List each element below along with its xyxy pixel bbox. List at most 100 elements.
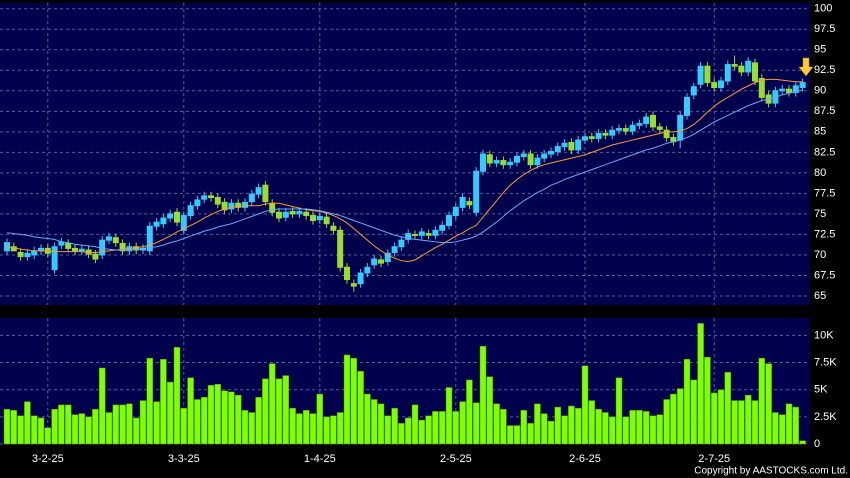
volume-bar: [207, 385, 215, 445]
y-tick-label: 65: [814, 290, 826, 302]
volume-bar: [472, 402, 480, 445]
candle-body: [697, 65, 704, 85]
candle-body: [514, 155, 520, 163]
candle-body: [779, 88, 786, 92]
candle-body: [112, 237, 119, 244]
volume-bar: [479, 345, 487, 445]
volume-bar: [296, 413, 303, 445]
candle-body: [208, 195, 214, 198]
x-tick-label: 2-6-25: [569, 453, 601, 465]
candle-body: [24, 252, 31, 258]
candle-body: [724, 64, 731, 82]
volume-bar: [255, 397, 262, 445]
candle-body: [507, 161, 514, 166]
volume-bar: [221, 390, 228, 445]
y-tick-label: 85: [814, 126, 826, 138]
candle-body: [643, 116, 650, 125]
candle-body: [520, 153, 527, 157]
candle-body: [446, 215, 452, 226]
volume-bar: [459, 401, 466, 445]
volume-bar: [146, 357, 154, 445]
volume-bar: [568, 405, 575, 445]
volume-bar: [799, 440, 806, 445]
candle-body: [221, 201, 228, 211]
price-panel: [0, 3, 810, 305]
candle-body: [350, 283, 357, 287]
candle-body: [296, 210, 303, 215]
candle-body: [153, 221, 160, 227]
x-tick-label: 1-4-25: [304, 453, 336, 465]
volume-bar: [17, 415, 24, 445]
volume-bar: [241, 410, 249, 445]
candle-body: [718, 80, 724, 89]
candle-body: [588, 136, 595, 139]
volume-bar: [309, 413, 317, 445]
y-tick-label: 5K: [814, 384, 828, 396]
candle-body: [119, 242, 126, 252]
candle-body: [276, 211, 282, 219]
volume-bar: [98, 367, 106, 445]
volume-bar: [119, 404, 126, 445]
volume-bar: [357, 370, 364, 445]
candle-body: [378, 259, 384, 264]
volume-bar: [581, 365, 589, 445]
volume-bar: [540, 413, 548, 445]
volume-bar: [214, 384, 222, 445]
y-tick-label: 72.5: [814, 228, 835, 240]
volume-bar: [772, 412, 779, 445]
candle-body: [527, 153, 534, 166]
volume-bar: [656, 414, 664, 445]
volume-bar: [411, 404, 419, 445]
y-tick-label: 92.5: [814, 64, 835, 76]
candle-body: [187, 205, 194, 217]
candle-body: [493, 160, 500, 164]
volume-bar: [85, 416, 92, 445]
candle-body: [174, 211, 180, 223]
candle-body: [595, 132, 602, 139]
volume-bar: [289, 407, 296, 445]
volume-bar: [710, 392, 718, 445]
volume-bar: [649, 415, 657, 445]
volume-bar: [438, 411, 446, 445]
candle-body: [269, 202, 276, 213]
volume-bar: [112, 404, 120, 445]
volume-bar: [187, 377, 194, 445]
copyright: Copyright by AASTOCKS.com Ltd.: [694, 466, 848, 477]
volume-bar: [418, 419, 426, 445]
y-tick-label: 75: [814, 208, 826, 220]
candle-body: [405, 233, 412, 240]
volume-bar: [51, 408, 58, 445]
candle-body: [425, 233, 432, 236]
volume-bar: [506, 425, 514, 445]
volume-bar: [377, 403, 385, 445]
volume-bar: [676, 388, 684, 445]
volume-bar: [139, 400, 147, 445]
candle-body: [684, 96, 690, 116]
volume-bar: [24, 401, 31, 445]
candle-body: [738, 65, 745, 73]
volume-bar: [343, 354, 351, 445]
candle-body: [228, 202, 235, 210]
volume-bar: [200, 397, 208, 445]
candle-body: [255, 187, 262, 195]
volume-bar: [268, 363, 276, 445]
candle-body: [51, 246, 58, 271]
candle-body: [480, 153, 486, 172]
moving-average-line: [6, 89, 803, 251]
candle-body: [242, 201, 248, 208]
volume-bar: [615, 377, 623, 445]
candle-body: [160, 217, 167, 225]
candle-body: [262, 184, 269, 203]
candle-body: [650, 114, 656, 128]
candle-body: [248, 193, 255, 203]
volume-bar: [778, 414, 786, 445]
volume-bar: [527, 423, 534, 445]
volume-bar: [336, 412, 344, 445]
y-tick-label: 87.5: [814, 105, 835, 117]
candle-body: [10, 246, 17, 252]
volume-bar: [738, 400, 745, 445]
candle-body: [677, 114, 684, 141]
volume-bar: [10, 410, 18, 445]
volume-bar: [425, 415, 432, 445]
